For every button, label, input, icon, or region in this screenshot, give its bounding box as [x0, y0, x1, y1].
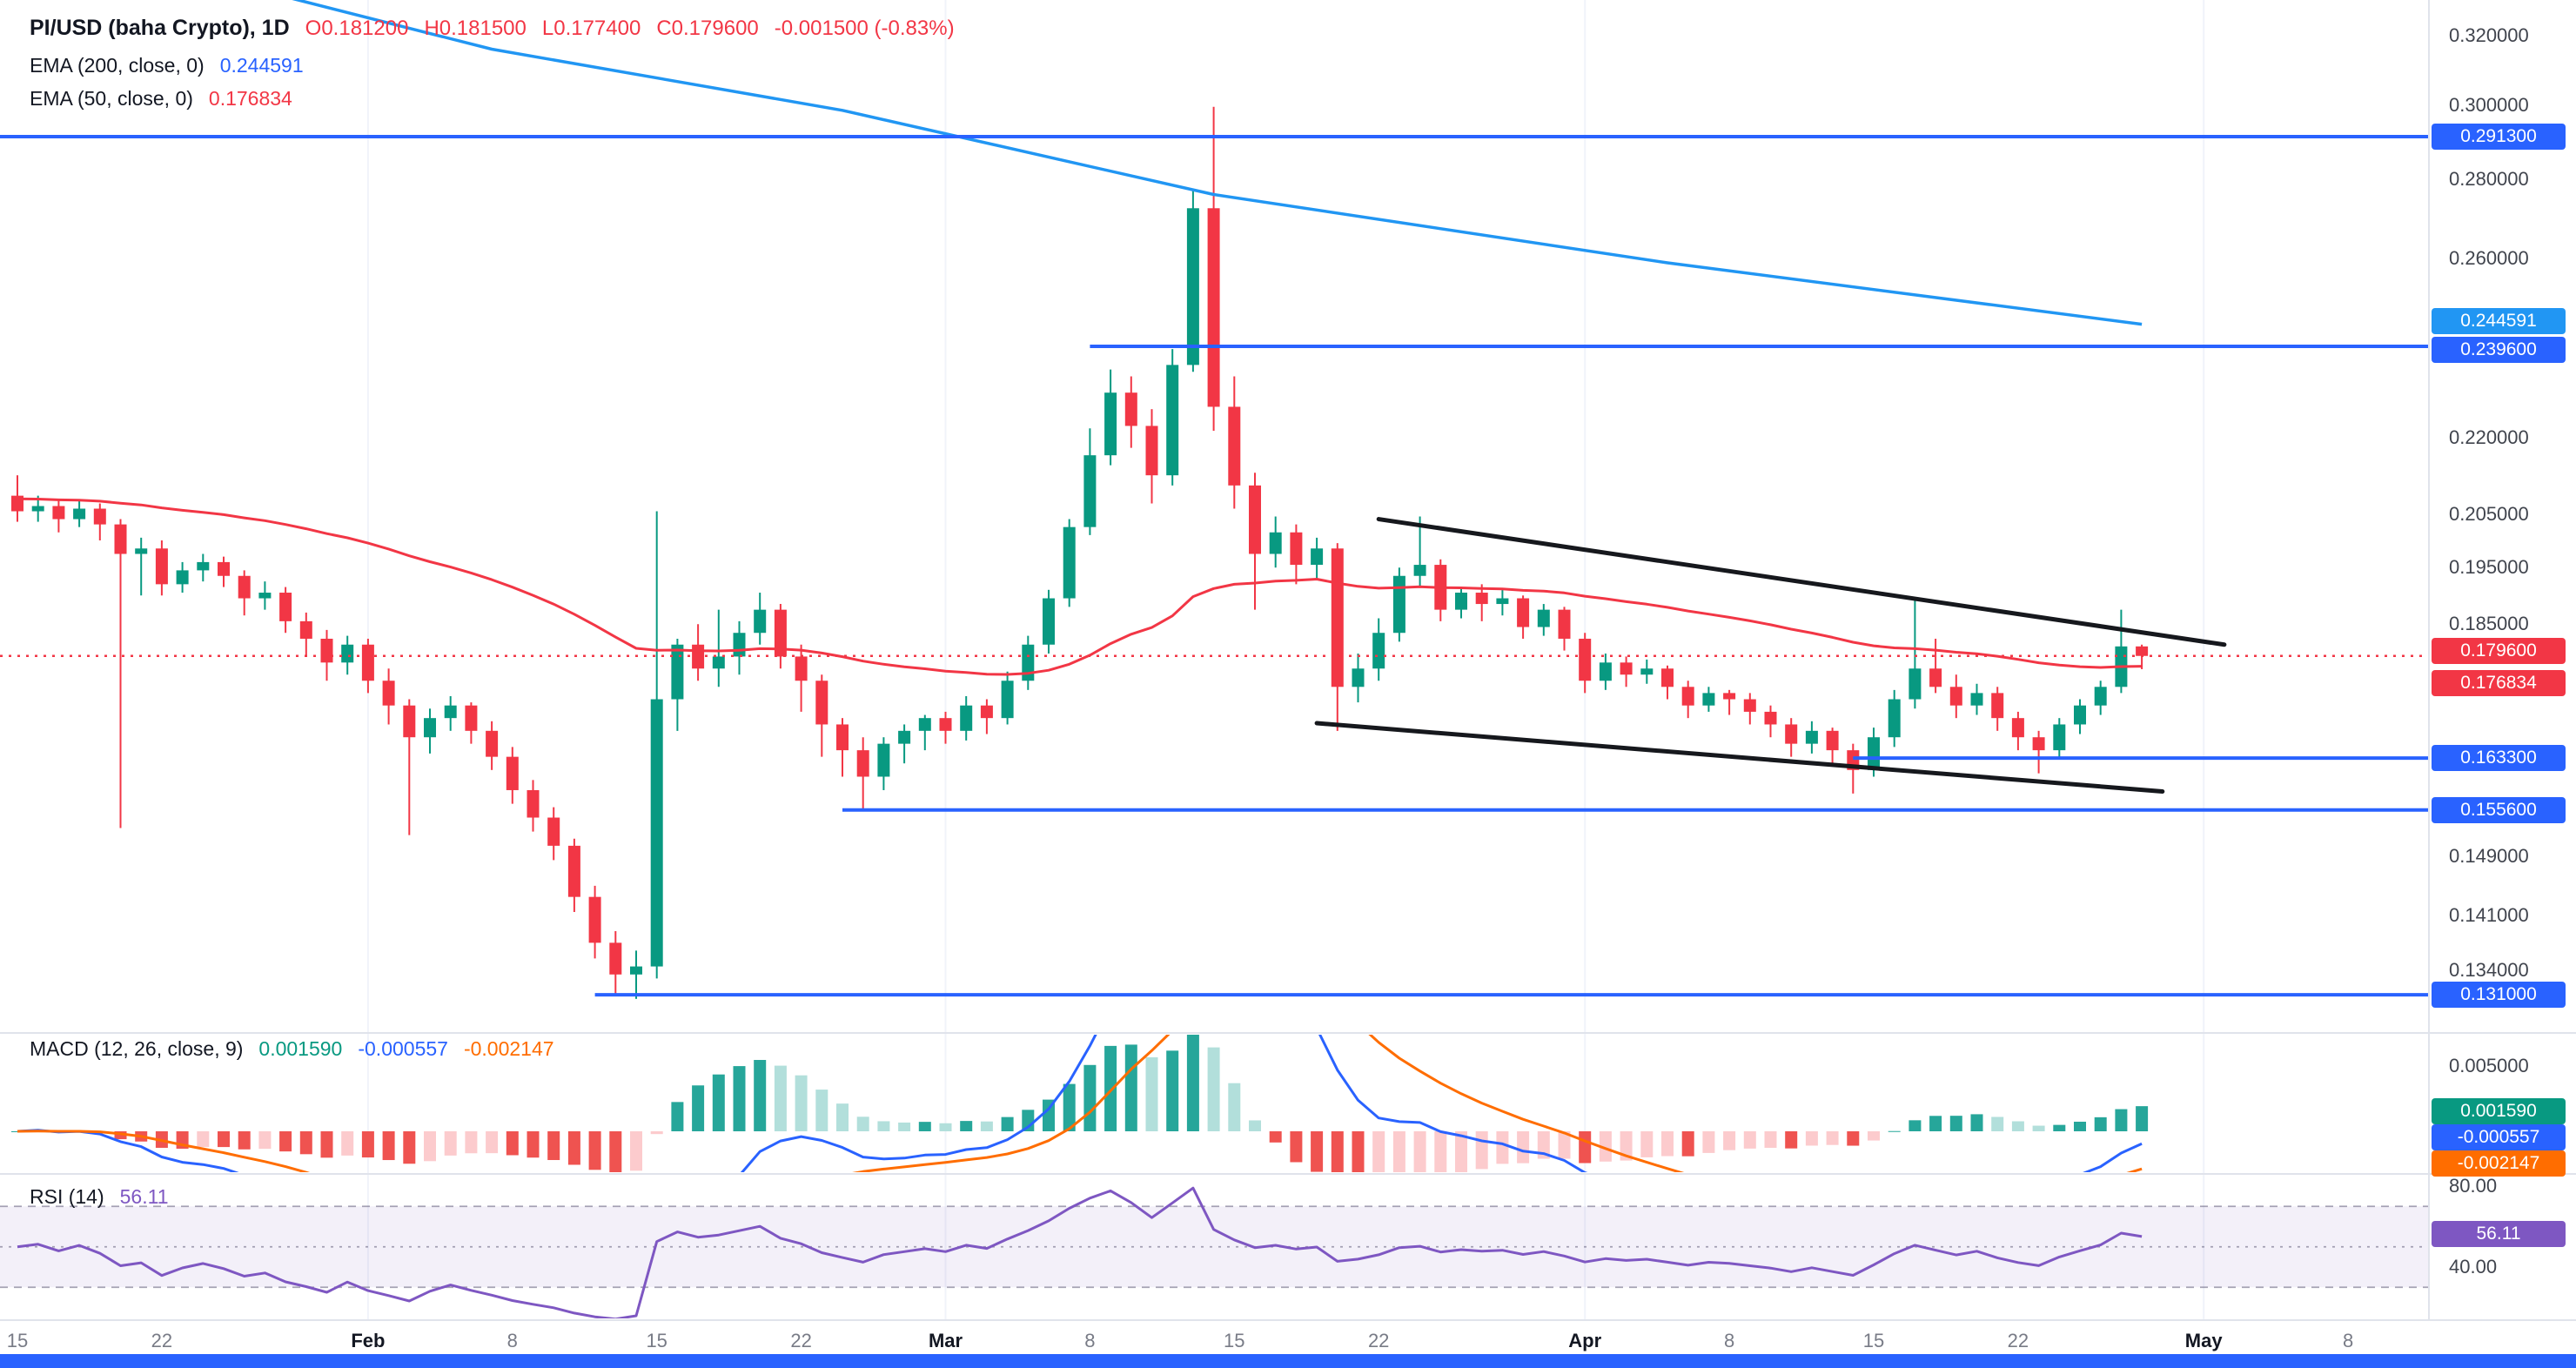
rsi-pane [0, 1186, 2428, 1318]
price-pane-overlays [0, 134, 2428, 997]
gridlines [366, 0, 2205, 1319]
price-pane [11, 0, 2149, 999]
pane-separators [0, 0, 2576, 1321]
bottom-strip [0, 1354, 2576, 1368]
macd-pane [11, 1035, 2149, 1172]
